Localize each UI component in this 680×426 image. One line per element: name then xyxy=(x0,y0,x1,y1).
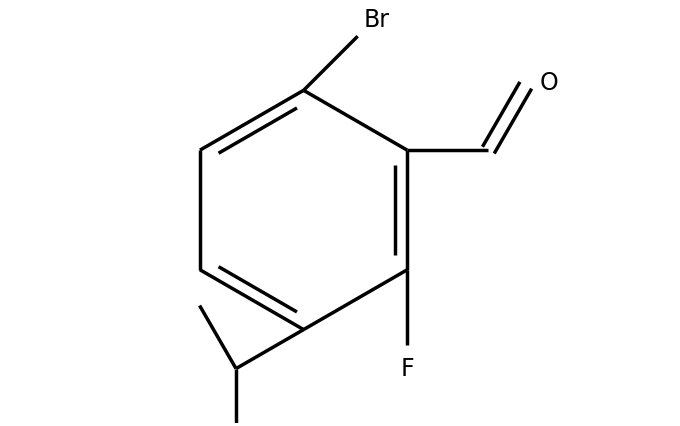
Text: F: F xyxy=(401,357,414,381)
Text: Br: Br xyxy=(364,8,390,32)
Text: O: O xyxy=(539,71,558,95)
